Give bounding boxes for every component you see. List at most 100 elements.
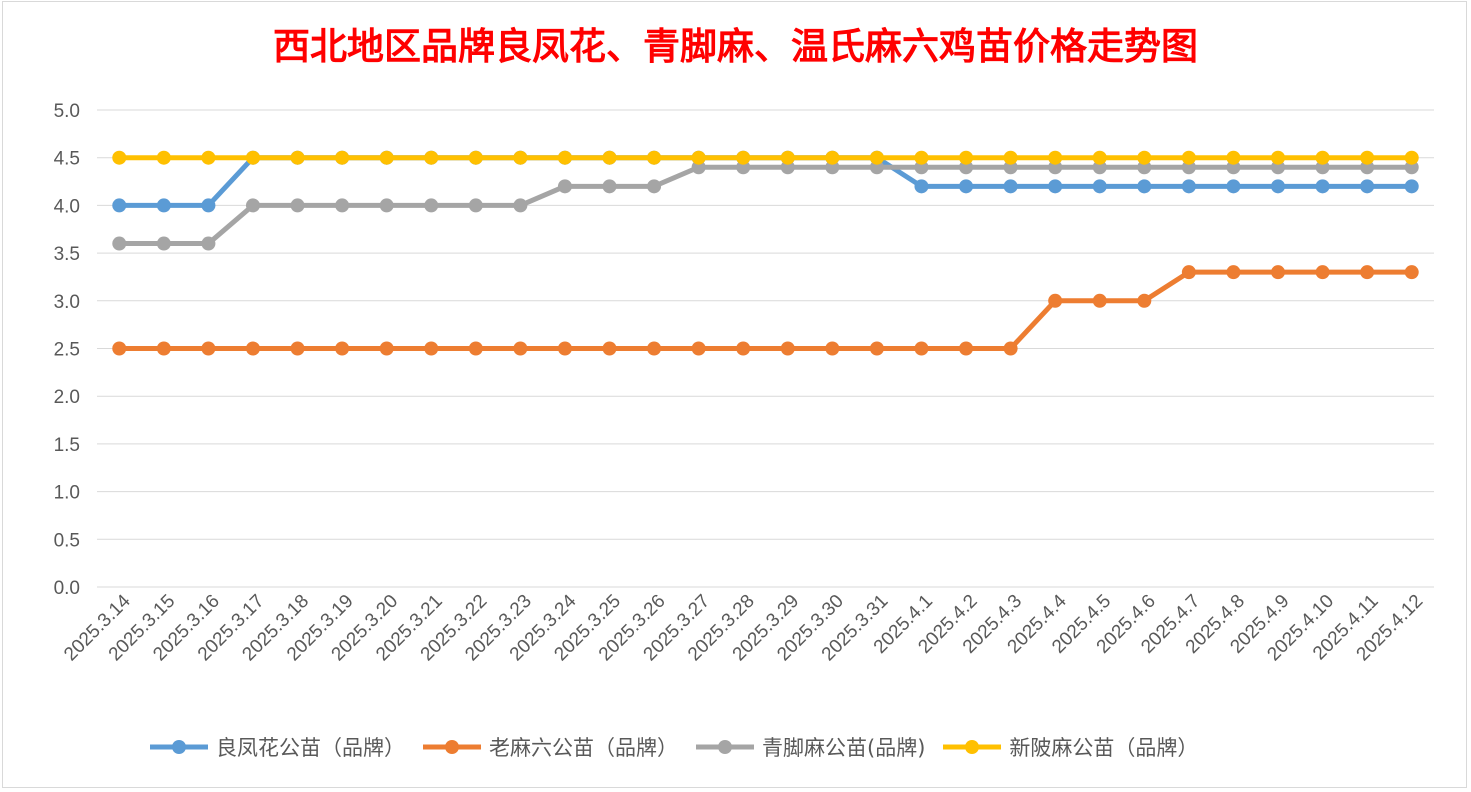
series-1-point xyxy=(468,341,483,356)
series-2-point xyxy=(112,236,127,251)
series-2-point xyxy=(379,198,394,213)
series-3-point xyxy=(557,150,572,165)
series-1-point xyxy=(1226,265,1241,280)
legend-swatch-marker xyxy=(445,740,459,754)
series-1-point xyxy=(691,341,706,356)
y-tick-label: 4.5 xyxy=(54,149,80,170)
series-2-point xyxy=(557,179,572,194)
series-line-2 xyxy=(116,164,1415,247)
series-0-point xyxy=(1003,179,1018,194)
series-1-point xyxy=(647,341,662,356)
legend-item: 老麻六公苗（品牌） xyxy=(421,732,678,762)
series-1-point xyxy=(1315,265,1330,280)
series-3-point xyxy=(468,150,483,165)
series-1-point xyxy=(1137,293,1152,308)
legend: 良凤花公苗（品牌） 老麻六公苗（品牌） 青脚麻公苗(品牌) 新陂麻公苗（品牌） xyxy=(148,732,1214,762)
series-0-point xyxy=(1226,179,1241,194)
chart-title: 西北地区品牌良凤花、青脚麻、温氏麻六鸡苗价格走势图 xyxy=(273,24,1198,68)
y-tick-label: 1.5 xyxy=(54,435,80,456)
legend-swatch xyxy=(150,740,208,754)
series-1-point xyxy=(914,341,929,356)
series-3-point xyxy=(1404,150,1419,165)
y-tick-label: 4.0 xyxy=(54,196,80,217)
series-0-point xyxy=(201,198,216,213)
series-2-point xyxy=(245,198,260,213)
series-2-point xyxy=(290,198,305,213)
series-1-point xyxy=(112,341,127,356)
series-2-point xyxy=(647,179,662,194)
series-1-point xyxy=(736,341,751,356)
y-tick-label: 0.0 xyxy=(54,578,80,599)
series-3-point xyxy=(1226,150,1241,165)
series-1-point xyxy=(1003,341,1018,356)
series-3-point xyxy=(290,150,305,165)
series-3-point xyxy=(1003,150,1018,165)
y-tick-label: 0.5 xyxy=(54,530,80,551)
series-2-point xyxy=(335,198,350,213)
series-1-point xyxy=(825,341,840,356)
series-3-point xyxy=(1137,150,1152,165)
series-1-point xyxy=(959,341,974,356)
series-3-point xyxy=(201,150,216,165)
legend-label: 老麻六公苗（品牌） xyxy=(489,736,678,760)
series-2-point xyxy=(201,236,216,251)
series-2-point xyxy=(468,198,483,213)
y-tick-label: 3.0 xyxy=(54,292,80,313)
series-2-point xyxy=(602,179,617,194)
series-3-point xyxy=(647,150,662,165)
series-0-point xyxy=(1315,179,1330,194)
series-1-point xyxy=(1271,265,1286,280)
series-3-point xyxy=(691,150,706,165)
series-0-point xyxy=(1092,179,1107,194)
series-line-1 xyxy=(116,269,1415,351)
series-2-point xyxy=(156,236,171,251)
series-1-point xyxy=(1048,293,1063,308)
series-1-point xyxy=(780,341,795,356)
legend-swatch-marker xyxy=(172,740,186,754)
series-3-point xyxy=(1048,150,1063,165)
series-3-point xyxy=(959,150,974,165)
series-1-point xyxy=(1360,265,1375,280)
series-1-point xyxy=(290,341,305,356)
legend-item: 新陂麻公苗（品牌） xyxy=(941,732,1198,762)
series-0-point xyxy=(156,198,171,213)
series-3-point xyxy=(156,150,171,165)
series-0-point xyxy=(1360,179,1375,194)
series-3-point xyxy=(513,150,528,165)
y-tick-label: 1.0 xyxy=(54,483,80,504)
series-1-point xyxy=(245,341,260,356)
legend-label: 青脚麻公苗(品牌) xyxy=(762,736,926,760)
series-3-point xyxy=(780,150,795,165)
y-tick-label: 5.0 xyxy=(54,101,80,122)
legend-label: 新陂麻公苗（品牌） xyxy=(1009,736,1199,760)
series-1-point xyxy=(557,341,572,356)
series-3-point xyxy=(1271,150,1286,165)
series-1-point xyxy=(513,341,528,356)
y-tick-label: 2.0 xyxy=(54,387,80,408)
series-1-point xyxy=(1092,293,1107,308)
legend-label: 良凤花公苗（品牌） xyxy=(216,736,405,760)
series-0-point xyxy=(1181,179,1196,194)
series-1-point xyxy=(869,341,884,356)
legend-swatch xyxy=(423,740,481,754)
series-3-point xyxy=(1315,150,1330,165)
legend-item: 青脚麻公苗(品牌) xyxy=(694,732,925,762)
y-tick-label: 3.5 xyxy=(54,244,80,265)
series-0-point xyxy=(1404,179,1419,194)
series-1-point xyxy=(424,341,439,356)
series-3-point xyxy=(869,150,884,165)
series-3-point xyxy=(1360,150,1375,165)
series-1-point xyxy=(201,341,216,356)
legend-item: 良凤花公苗（品牌） xyxy=(148,732,405,762)
series-1-point xyxy=(1181,265,1196,280)
legend-swatch-marker xyxy=(718,740,732,754)
series-3-point xyxy=(1181,150,1196,165)
series-0-point xyxy=(914,179,929,194)
series-1-point xyxy=(602,341,617,356)
series-3-point xyxy=(825,150,840,165)
series-0-point xyxy=(959,179,974,194)
series-3-point xyxy=(736,150,751,165)
series-1-point xyxy=(379,341,394,356)
